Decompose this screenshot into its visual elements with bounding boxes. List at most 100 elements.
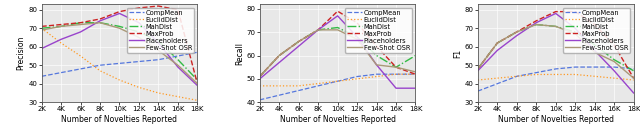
MahDist: [552, 25, 559, 27]
EuclidDist: [611, 77, 618, 79]
FewShotOSR: [57, 25, 65, 27]
Placeholders: [96, 20, 104, 22]
EuclidDist: [372, 76, 380, 77]
FewShotOSR: [532, 24, 540, 25]
CompMean: [532, 72, 540, 74]
FewShotOSR: [552, 25, 559, 27]
FewShotOSR: [412, 71, 419, 73]
FewShotOSR: [116, 27, 124, 29]
FewShotOSR: [77, 24, 84, 25]
Placeholders: [572, 27, 579, 29]
MahDist: [116, 25, 124, 27]
Placeholders: [552, 13, 559, 14]
FewShotOSR: [155, 50, 163, 51]
Line: FewShotOSR: FewShotOSR: [42, 23, 197, 84]
MahDist: [611, 59, 618, 60]
MahDist: [135, 31, 143, 33]
MahDist: [372, 55, 380, 56]
Y-axis label: Precision: Precision: [17, 36, 26, 70]
MahDist: [77, 22, 84, 24]
MaxProb: [493, 42, 501, 44]
MaxProb: [155, 5, 163, 7]
CompMean: [57, 72, 65, 74]
MaxProb: [611, 44, 618, 46]
MahDist: [314, 29, 322, 31]
CompMean: [513, 75, 520, 77]
Placeholders: [256, 78, 264, 80]
EuclidDist: [256, 85, 264, 87]
EuclidDist: [135, 87, 143, 88]
MaxProb: [256, 76, 264, 77]
MaxProb: [135, 7, 143, 9]
MaxProb: [412, 73, 419, 75]
MaxProb: [532, 20, 540, 22]
EuclidDist: [572, 74, 579, 75]
FewShotOSR: [474, 68, 482, 70]
EuclidDist: [275, 85, 283, 87]
MahDist: [513, 31, 520, 33]
EuclidDist: [77, 55, 84, 57]
Line: MaxProb: MaxProb: [260, 11, 415, 77]
MahDist: [591, 44, 598, 46]
Placeholders: [532, 22, 540, 24]
Placeholders: [38, 48, 45, 49]
CompMean: [96, 64, 104, 66]
EuclidDist: [474, 79, 482, 81]
Placeholders: [392, 87, 400, 89]
MaxProb: [513, 31, 520, 33]
MaxProb: [193, 83, 201, 85]
MahDist: [275, 55, 283, 56]
EuclidDist: [591, 75, 598, 77]
FewShotOSR: [372, 64, 380, 66]
Placeholders: [474, 70, 482, 72]
EuclidDist: [630, 79, 637, 81]
CompMean: [611, 66, 618, 68]
FewShotOSR: [275, 55, 283, 56]
FewShotOSR: [295, 41, 303, 42]
Placeholders: [295, 45, 303, 47]
EuclidDist: [155, 92, 163, 94]
Placeholders: [513, 35, 520, 37]
Legend: CompMean, EuclidDist, MahDist, MaxProb, Placeholders, Few-Shot OSR: CompMean, EuclidDist, MahDist, MaxProb, …: [345, 8, 412, 52]
EuclidDist: [193, 100, 201, 101]
Line: Placeholders: Placeholders: [478, 13, 634, 93]
MahDist: [532, 24, 540, 25]
MahDist: [474, 68, 482, 70]
CompMean: [77, 68, 84, 70]
MaxProb: [392, 66, 400, 68]
Placeholders: [353, 36, 361, 38]
FewShotOSR: [572, 33, 579, 35]
Line: Placeholders: Placeholders: [260, 16, 415, 88]
Line: MaxProb: MaxProb: [42, 6, 197, 84]
FewShotOSR: [611, 61, 618, 62]
FewShotOSR: [174, 64, 182, 66]
CompMean: [116, 63, 124, 64]
FewShotOSR: [256, 76, 264, 77]
CompMean: [572, 66, 579, 68]
MaxProb: [314, 29, 322, 31]
MahDist: [155, 40, 163, 42]
Placeholders: [193, 85, 201, 86]
EuclidDist: [353, 78, 361, 80]
Placeholders: [116, 13, 124, 14]
MaxProb: [572, 11, 579, 12]
Placeholders: [372, 64, 380, 66]
Placeholders: [155, 42, 163, 44]
Y-axis label: F1: F1: [453, 49, 462, 58]
MaxProb: [591, 24, 598, 25]
FewShotOSR: [353, 38, 361, 40]
Placeholders: [630, 92, 637, 94]
EuclidDist: [116, 79, 124, 81]
FewShotOSR: [38, 29, 45, 31]
MahDist: [256, 76, 264, 77]
Placeholders: [611, 70, 618, 72]
MaxProb: [552, 11, 559, 12]
EuclidDist: [532, 74, 540, 75]
CompMean: [314, 85, 322, 87]
EuclidDist: [493, 77, 501, 79]
Line: Placeholders: Placeholders: [42, 13, 197, 86]
Placeholders: [493, 50, 501, 51]
MaxProb: [275, 55, 283, 56]
CompMean: [155, 59, 163, 60]
MahDist: [38, 27, 45, 29]
